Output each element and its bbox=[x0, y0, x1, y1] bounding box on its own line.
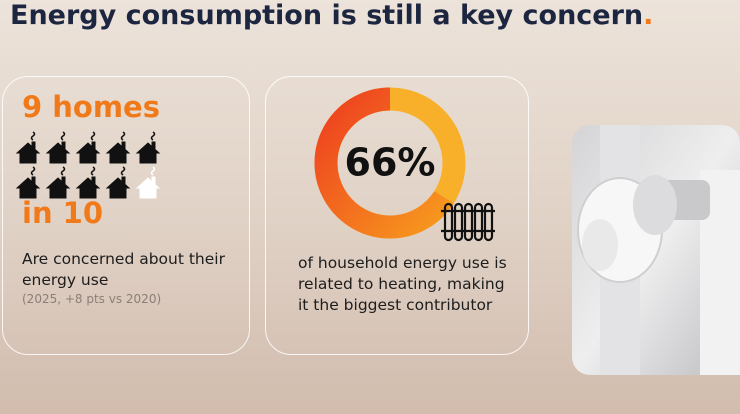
house-icons bbox=[16, 131, 160, 199]
photo bbox=[572, 125, 740, 375]
house-icon bbox=[106, 131, 130, 164]
house-icon bbox=[136, 131, 160, 164]
house-icon bbox=[76, 166, 100, 199]
house-icon bbox=[16, 131, 40, 164]
card-text: of household energy use is related to he… bbox=[298, 254, 507, 314]
house-icon bbox=[106, 166, 130, 199]
house-icon bbox=[46, 166, 70, 199]
card bbox=[265, 76, 529, 355]
title-text: Energy consumption is still a key concer… bbox=[10, 0, 644, 31]
donut-label: 66% bbox=[345, 141, 436, 185]
card-text: Are concerned about their energy use bbox=[22, 250, 225, 289]
house-icon bbox=[16, 166, 40, 199]
card-note: (2025, +8 pts vs 2020) bbox=[22, 292, 162, 306]
headline-bottom: in 10 bbox=[22, 196, 104, 230]
donut-arc bbox=[314, 87, 454, 239]
page-title: Energy consumption is still a key concer… bbox=[10, 0, 653, 31]
house-icon bbox=[136, 166, 160, 199]
title-mark: . bbox=[643, 0, 654, 31]
radiator-icon bbox=[441, 202, 495, 242]
headline-top: 9 homes bbox=[22, 90, 160, 124]
house-icon bbox=[76, 131, 100, 164]
card bbox=[2, 76, 250, 355]
house-icon bbox=[46, 131, 70, 164]
